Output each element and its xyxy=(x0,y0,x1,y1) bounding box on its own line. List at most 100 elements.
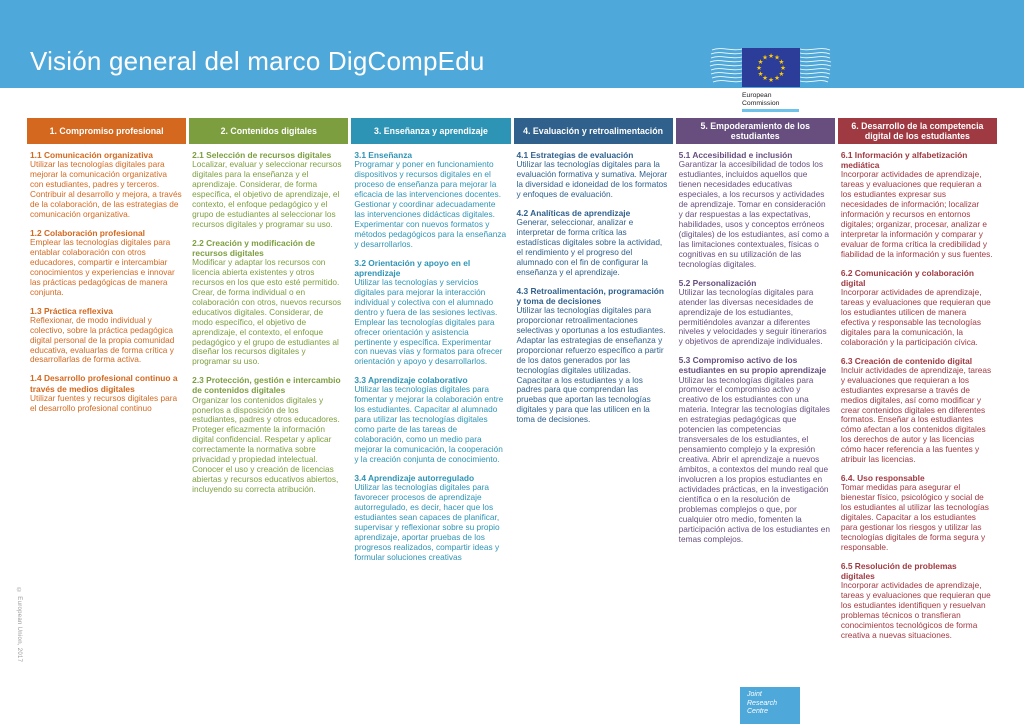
competence-heading: 6.2 Comunicación y colaboración digital xyxy=(840,267,974,288)
competence-description: Utilizar las tecnologías digitales para … xyxy=(678,286,827,347)
competence-description: Incorporar actividades de aprendizaje, t… xyxy=(840,580,991,640)
svg-text:★: ★ xyxy=(756,64,762,72)
competence-section: 4.3 Retroalimentación, programación y to… xyxy=(517,286,669,426)
competence-section: 3.3 Aprendizaje colaborativo Utilizar la… xyxy=(354,375,506,465)
svg-text:★: ★ xyxy=(762,53,768,61)
column-header: 3. Enseñanza y aprendizaje xyxy=(351,118,511,144)
competence-description: Incorporar actividades de aprendizaje, t… xyxy=(840,286,991,347)
svg-text:★: ★ xyxy=(774,74,780,82)
ec-wordmark-underline xyxy=(742,109,799,112)
column-body: 6.1 Información y alfabetización mediáti… xyxy=(838,144,997,641)
european-commission-flag-icon: ★ ★ ★ ★ ★ ★ ★ ★ ★ ★ ★ ★ xyxy=(709,48,832,87)
competence-section: 1.2 Colaboración profesional Emplear las… xyxy=(30,228,182,298)
column-body: 4.1 Estrategias de evaluación Utilizar l… xyxy=(514,144,673,425)
svg-text:★: ★ xyxy=(780,64,786,72)
svg-text:★: ★ xyxy=(774,53,780,61)
svg-text:★: ★ xyxy=(758,70,764,78)
competence-section: 6.1 Información y alfabetización mediáti… xyxy=(841,150,993,260)
column-header-label: 4. Evaluación y retroalimentación xyxy=(523,125,663,136)
column-evaluacion-y-retroalimentacion: 4. Evaluación y retroalimentación 4.1 Es… xyxy=(513,118,673,649)
copyright-notice: © European Union, 2017 xyxy=(16,588,22,663)
competence-section: 6.2 Comunicación y colaboración digital … xyxy=(841,268,993,348)
column-contenidos-digitales: 2. Contenidos digitales 2.1 Selección de… xyxy=(189,118,349,649)
column-ensenanza-y-aprendizaje: 3. Enseñanza y aprendizaje 3.1 Enseñanza… xyxy=(351,118,511,649)
column-header-label: 2. Contenidos digitales xyxy=(220,125,317,136)
competence-heading: 3.4 Aprendizaje autorregulado xyxy=(354,473,475,484)
svg-text:★: ★ xyxy=(762,74,768,82)
competence-heading: 2.3 Protección, gestión e intercambio de… xyxy=(192,375,341,396)
competence-heading: 1.3 Práctica reflexiva xyxy=(30,305,113,316)
column-header-label: 3. Enseñanza y aprendizaje xyxy=(373,125,488,136)
competence-description: Utilizar las tecnologías digitales para … xyxy=(30,159,182,219)
competence-section: 6.4. Uso responsable Tomar medidas para … xyxy=(841,473,993,553)
column-header-label: 1. Compromiso profesional xyxy=(49,125,164,136)
competence-heading: 6.5 Resolución de problemas digitales xyxy=(840,560,957,582)
competence-heading: 5.1 Accesibilidad e inclusión xyxy=(678,150,793,160)
column-header-label: 5. Empoderamiento de los estudiantes xyxy=(700,120,810,141)
competence-description: Generar, seleccionar, analizar e interpr… xyxy=(516,216,663,277)
competence-section: 1.3 Práctica reflexiva Reflexionar, de m… xyxy=(30,306,182,366)
competence-section: 5.2 Personalización Utilizar las tecnolo… xyxy=(679,278,831,348)
competence-section: 4.1 Estrategias de evaluación Utilizar l… xyxy=(517,150,669,200)
competence-description: Incluir actividades de aprendizaje, tare… xyxy=(840,364,992,465)
column-header: 5. Empoderamiento de los estudiantes xyxy=(675,118,835,144)
competence-heading: 3.1 Enseñanza xyxy=(354,150,413,160)
competence-heading: 5.3 Compromiso activo de los estudiantes… xyxy=(678,355,827,376)
competence-description: Reflexionar, de modo individual y colect… xyxy=(30,314,175,365)
competence-section: 3.4 Aprendizaje autorregulado Utilizar l… xyxy=(354,473,506,563)
column-body: 1.1 Comunicación organizativa Utilizar l… xyxy=(27,144,186,414)
competence-heading: 6.3 Creación de contenido digital xyxy=(840,355,973,366)
column-desarrollo-competencia-digital-estudiantes: 6. Desarrollo de la competencia digital … xyxy=(837,118,997,649)
flag-streamer-lines-left xyxy=(709,48,743,83)
column-empoderamiento-de-los-estudiantes: 5. Empoderamiento de los estudiantes 5.1… xyxy=(675,118,835,649)
competence-section: 6.3 Creación de contenido digital Inclui… xyxy=(841,356,993,466)
column-body: 5.1 Accesibilidad e inclusión Garantizar… xyxy=(676,144,835,545)
competence-section: 3.2 Orientación y apoyo en el aprendizaj… xyxy=(354,258,506,368)
competence-description: Modificar y adaptar los recursos con lic… xyxy=(192,256,342,367)
competence-section: 2.1 Selección de recursos digitales Loca… xyxy=(192,150,344,230)
svg-text:★: ★ xyxy=(768,76,774,84)
eu-flag-stars: ★ ★ ★ ★ ★ ★ ★ ★ ★ ★ ★ ★ xyxy=(756,52,786,84)
competence-heading: 1.1 Comunicación organizativa xyxy=(30,150,153,160)
column-header: 4. Evaluación y retroalimentación xyxy=(513,118,673,144)
column-compromiso-profesional: 1. Compromiso profesional 1.1 Comunicaci… xyxy=(27,118,187,649)
competence-section: 5.1 Accesibilidad e inclusión Garantizar… xyxy=(679,150,831,270)
competence-section: 6.5 Resolución de problemas digitales In… xyxy=(841,561,993,641)
competence-section: 5.3 Compromiso activo de los estudiantes… xyxy=(679,355,831,544)
jrc-label: Joint Research Centre xyxy=(747,691,777,715)
competence-section: 3.1 Enseñanza Programar y poner en funci… xyxy=(354,150,506,250)
eu-flag-field xyxy=(742,48,800,87)
page-title: Visión general del marco DigCompEdu xyxy=(30,46,485,76)
competence-description: Localizar, evaluar y seleccionar recurso… xyxy=(192,159,342,229)
competence-description: Utilizar las tecnologías digitales para … xyxy=(516,304,666,425)
competence-description: Utilizar fuentes y recursos digitales pa… xyxy=(30,392,178,413)
competence-heading: 4.1 Estrategias de evaluación xyxy=(516,150,634,160)
svg-text:★: ★ xyxy=(778,58,784,66)
column-header: 1. Compromiso profesional xyxy=(27,118,187,144)
column-body: 3.1 Enseñanza Programar y poner en funci… xyxy=(351,144,510,563)
competence-description: Incorporar actividades de aprendizaje, t… xyxy=(840,169,993,259)
joint-research-centre-logo: Joint Research Centre xyxy=(740,687,800,724)
svg-text:★: ★ xyxy=(778,70,784,78)
competence-section: 1.4 Desarrollo profesional continuo a tr… xyxy=(30,373,182,413)
competence-section: 4.2 Analíticas de aprendizaje Generar, s… xyxy=(517,208,669,278)
header-banner: Visión general del marco DigCompEdu xyxy=(0,0,1024,88)
competence-description: Utilizar las tecnologías y servicios dig… xyxy=(354,276,503,367)
competence-section: 2.2 Creación y modificación de recursos … xyxy=(192,238,344,368)
svg-text:★: ★ xyxy=(758,58,764,66)
european-commission-wordmark: European Commission xyxy=(742,92,779,108)
column-header: 2. Contenidos digitales xyxy=(189,118,349,144)
competence-heading: 3.3 Aprendizaje colaborativo xyxy=(354,375,468,386)
competence-description: Tomar medidas para asegurar el bienestar… xyxy=(840,482,989,553)
competence-heading: 5.2 Personalización xyxy=(678,277,757,288)
competence-heading: 2.1 Selección de recursos digitales xyxy=(192,150,332,160)
column-header-label: 6. Desarrollo de la competencia digital … xyxy=(851,120,984,141)
competence-heading: 2.2 Creación y modificación de recursos … xyxy=(192,237,316,258)
competence-heading: 4.2 Analíticas de aprendizaje xyxy=(516,207,631,218)
competence-heading: 4.3 Retroalimentación, programación y to… xyxy=(516,285,665,306)
framework-table: 1. Compromiso profesional 1.1 Comunicaci… xyxy=(27,118,997,649)
competence-heading: 1.2 Colaboración profesional xyxy=(30,227,145,238)
competence-description: Utilizar las tecnologías digitales para … xyxy=(354,482,500,562)
competence-description: Utilizar las tecnologías digitales para … xyxy=(354,384,504,465)
competence-heading: 6.4. Uso responsable xyxy=(840,473,925,484)
